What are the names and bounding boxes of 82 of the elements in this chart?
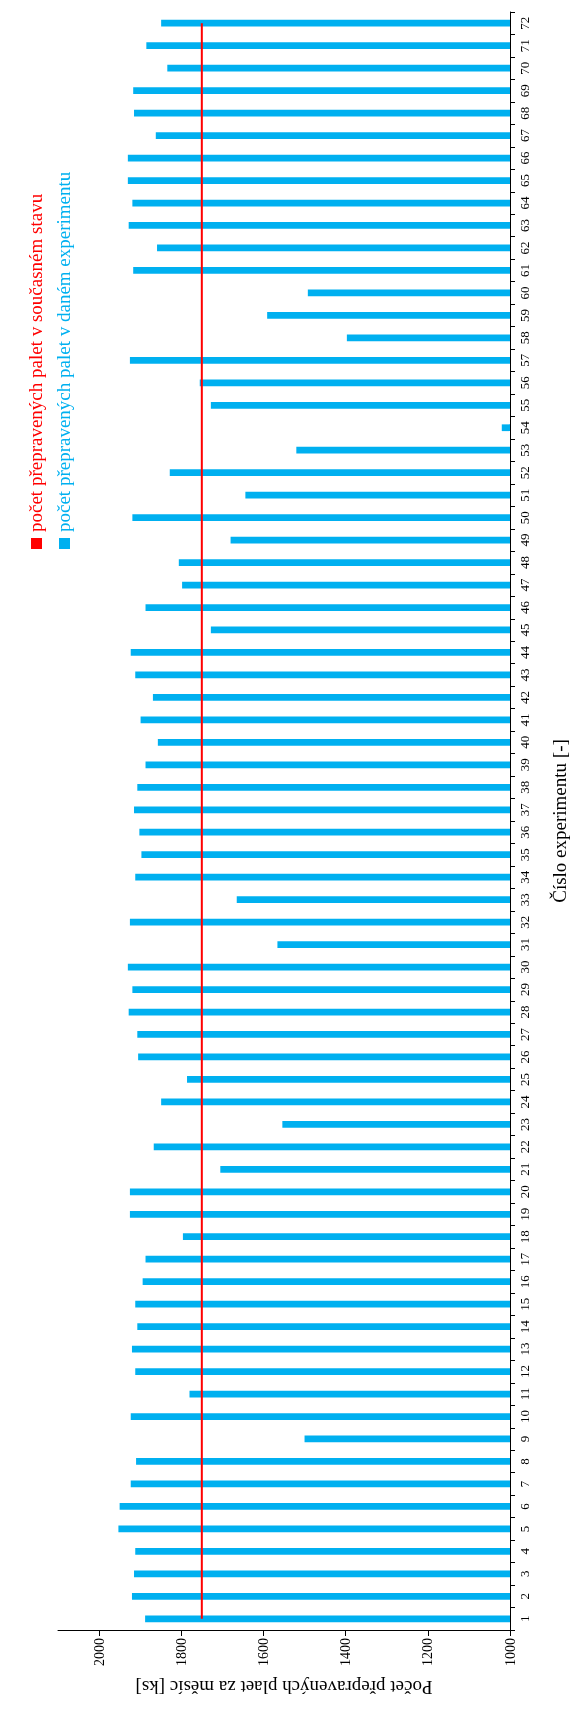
y-tick-label: 68 [517, 106, 532, 120]
y-tick-label: 23 [517, 1117, 532, 1131]
y-tick-label: 14 [517, 1319, 532, 1334]
y-tick-label: 7 [517, 1480, 532, 1488]
x-tick-label: 1600 [255, 1638, 271, 1666]
y-tick-label: 60 [517, 286, 532, 300]
y-tick-label: 38 [517, 780, 532, 794]
y-tick-label: 45 [517, 623, 532, 637]
x-tick-label: 1800 [173, 1638, 189, 1666]
y-tick-label: 5 [517, 1525, 532, 1533]
y-tick-label: 1 [517, 1615, 532, 1623]
y-tick-label: 20 [517, 1185, 532, 1199]
y-tick-label: 15 [517, 1297, 532, 1311]
y-tick-label: 25 [517, 1072, 532, 1086]
y-tick-label: 33 [517, 893, 532, 907]
y-tick-label: 24 [517, 1094, 532, 1109]
y-tick-label: 18 [517, 1230, 532, 1244]
y-tick-label: 49 [517, 533, 532, 547]
x-tick-label: 2000 [91, 1638, 107, 1666]
y-tick-label: 8 [517, 1458, 532, 1465]
y-tick-label: 43 [517, 668, 532, 682]
y-tick-label: 39 [517, 758, 532, 772]
y-tick-label: 59 [517, 308, 532, 322]
y-tick-label: 66 [517, 151, 532, 165]
x-tick-label: 1000 [502, 1638, 518, 1666]
y-tick-label: 51 [517, 488, 532, 502]
y-tick-label: 34 [517, 870, 532, 884]
y-tick-label: 30 [517, 960, 532, 974]
x-tick-label: 1200 [420, 1638, 436, 1666]
y-tick-label: 62 [517, 241, 532, 255]
y-tick-label: 26 [517, 1049, 532, 1064]
y-tick-label: 19 [517, 1207, 532, 1221]
y-tick-label: 16 [517, 1274, 532, 1289]
y-tick-label: 2 [517, 1593, 532, 1600]
y-tick-label: 13 [517, 1342, 532, 1356]
x-axis-title: Počet přepravených plaet za měsíc [ks] [135, 1677, 433, 1698]
y-tick-label: 32 [517, 915, 532, 929]
y-tick-label: 9 [517, 1435, 532, 1443]
text: počet přepravených palet v současném stavu [24, 193, 47, 532]
y-tick-label: 12 [517, 1365, 532, 1379]
y-tick-label: 42 [517, 690, 532, 704]
y-tick-label: 40 [517, 735, 532, 749]
y-tick-label: 63 [517, 218, 532, 232]
y-tick-label: 48 [517, 556, 532, 570]
y-tick-label: 41 [517, 713, 532, 727]
y-tick-label: 36 [517, 825, 532, 839]
y-tick-label: 72 [517, 16, 532, 30]
y-tick-label: 61 [517, 263, 532, 277]
y-tick-label: 52 [517, 466, 532, 480]
y-tick-label: 46 [517, 600, 532, 615]
y-tick-label: 3 [517, 1570, 532, 1578]
y-tick-label: 28 [517, 1005, 532, 1019]
y-tick-label: 44 [517, 645, 532, 659]
y-axis-title: Číslo experimentu [-] [549, 739, 570, 903]
y-tick-label: 65 [517, 174, 532, 188]
y-tick-label: 54 [517, 420, 532, 435]
y-tick-label: 64 [517, 196, 532, 210]
y-tick-label: 31 [517, 938, 532, 952]
y-tick-label: 22 [517, 1140, 532, 1154]
y-tick-label: 69 [517, 84, 532, 98]
text: počet přepravených palet v daném experimentu [52, 171, 75, 532]
y-tick-label: 57 [517, 353, 532, 367]
y-tick-label: 37 [517, 802, 532, 817]
y-tick-label: 10 [517, 1410, 532, 1424]
y-tick-label: 70 [517, 61, 532, 75]
y-tick-label: 4 [517, 1547, 532, 1555]
y-tick-label: 27 [517, 1027, 532, 1041]
y-tick-label: 35 [517, 848, 532, 862]
y-tick-label: 53 [517, 443, 532, 457]
y-tick-label: 58 [517, 331, 532, 345]
y-tick-label: 67 [517, 128, 532, 143]
y-tick-label: 11 [517, 1387, 532, 1401]
y-tick-label: 29 [517, 983, 532, 997]
x-tick-label: 1400 [338, 1638, 354, 1666]
y-tick-label: 56 [517, 375, 532, 390]
y-tick-label: 47 [517, 578, 532, 592]
y-tick-label: 71 [517, 39, 532, 53]
y-tick-label: 55 [517, 398, 532, 412]
y-tick-label: 6 [517, 1502, 532, 1510]
y-tick-label: 21 [517, 1162, 532, 1176]
y-tick-label: 17 [517, 1252, 532, 1266]
y-tick-label: 50 [517, 511, 532, 525]
